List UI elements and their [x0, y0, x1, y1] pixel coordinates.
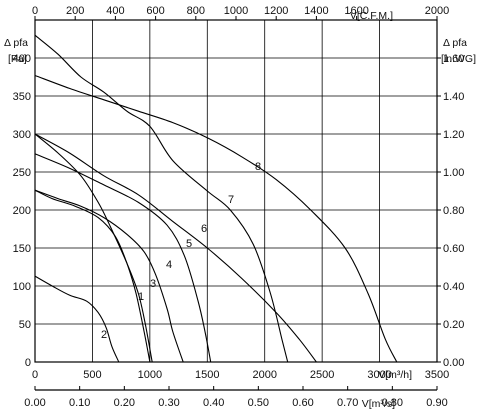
left-tick-label: 350 [13, 91, 31, 103]
curve-label-6: 6 [201, 223, 207, 235]
left-tick-label: 250 [13, 167, 31, 179]
top-tick-label: 400 [106, 5, 124, 17]
left-tick-label: 150 [13, 243, 31, 255]
curve-label-3: 3 [150, 278, 156, 290]
top-tick-label: 1200 [264, 5, 288, 17]
left-tick-label: 200 [13, 205, 31, 217]
secondary-tick-label: 0.50 [248, 397, 269, 409]
curve-3 [34, 133, 153, 363]
secondary-tick-label: 0.70 [337, 397, 358, 409]
curves [34, 34, 398, 363]
secondary-tick-label: 0.90 [426, 397, 447, 409]
right-tick-label: 1.40 [443, 91, 464, 103]
curve-5 [34, 153, 212, 363]
curve-2 [34, 275, 120, 363]
top-tick-label: 1000 [224, 5, 248, 17]
grid [35, 20, 437, 362]
bottom-tick-label: 1500 [195, 369, 219, 381]
top-tick-label: 600 [146, 5, 164, 17]
curve-label-5: 5 [186, 238, 192, 250]
bottom-tick-label: 2500 [310, 369, 334, 381]
left-axis-unit: [Pa] [8, 53, 27, 65]
left-axis-title: Δ pfa [4, 37, 28, 49]
curve-4 [34, 189, 184, 363]
curve-label-7: 7 [228, 194, 234, 206]
right-tick-label: 0.80 [443, 205, 464, 217]
bottom-tick-label: 3000 [367, 369, 391, 381]
plot-border [34, 19, 438, 363]
right-tick-label: 1.00 [443, 167, 464, 179]
right-tick-label: 0.60 [443, 243, 464, 255]
top-tick-label: 1600 [344, 5, 368, 17]
right-tick-label: 0.40 [443, 281, 464, 293]
top-axis-unit: V[C.F.M.] [350, 10, 393, 22]
right-tick-label: 0.20 [443, 319, 464, 331]
secondary-axis-unit: V[m³/s] [362, 398, 395, 410]
curve-label-4: 4 [166, 259, 172, 271]
top-tick-label: 200 [66, 5, 84, 17]
bottom-tick-label: 2000 [252, 369, 276, 381]
bottom-tick-label: 500 [83, 369, 101, 381]
left-tick-label: 300 [13, 129, 31, 141]
secondary-tick-label: 0.20 [114, 397, 135, 409]
right-tick-label: 1.20 [443, 129, 464, 141]
secondary-tick-label: 0.10 [69, 397, 90, 409]
left-tick-label: 50 [19, 319, 31, 331]
right-tick-label: 1.60 [443, 53, 464, 65]
curve-8 [34, 74, 398, 363]
curve-label-8: 8 [255, 161, 261, 173]
left-tick-label: 400 [13, 53, 31, 65]
bottom-tick-label: 1000 [138, 369, 162, 381]
bottom-axis-unit: V[m³/h] [378, 369, 412, 381]
bottom-tick-label: 3500 [425, 369, 449, 381]
right-axis-title: Δ pfa [443, 37, 467, 49]
secondary-tick-label: 0.60 [292, 397, 313, 409]
secondary-tick-label: 0.40 [203, 397, 224, 409]
top-tick-label: 2000 [425, 5, 449, 17]
top-tick-label: 1400 [304, 5, 328, 17]
bottom-tick-label: 0 [32, 369, 38, 381]
curve-label-1: 1 [138, 291, 144, 303]
left-tick-label: 0 [25, 357, 31, 369]
plot-frame [34, 16, 441, 391]
right-tick-label: 0.00 [443, 357, 464, 369]
top-tick-label: 800 [187, 5, 205, 17]
curve-label-2: 2 [101, 329, 107, 341]
curve-6 [34, 133, 317, 363]
left-tick-label: 100 [13, 281, 31, 293]
secondary-tick-label: 0.30 [158, 397, 179, 409]
curve-7 [34, 34, 289, 363]
right-axis-unit: [in.WG] [441, 53, 476, 65]
top-tick-label: 0 [32, 5, 38, 17]
secondary-tick-label: 0.00 [24, 397, 45, 409]
secondary-tick-label: 0.80 [382, 397, 403, 409]
